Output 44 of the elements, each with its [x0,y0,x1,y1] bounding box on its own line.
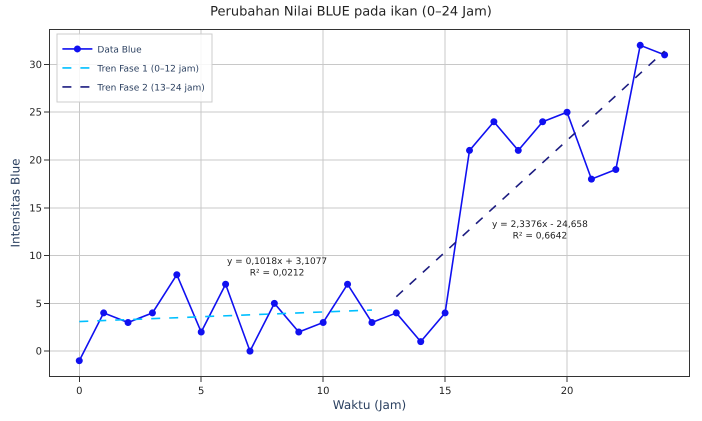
y-tick-label: 30 [29,60,42,71]
point [344,280,352,288]
point [295,328,302,336]
point [76,357,83,364]
y-tick-label: 25 [29,108,42,119]
point [270,300,278,307]
point [514,146,522,154]
point [564,108,571,116]
annotation: y = 0,1018x + 3,1077 R² = 0,0212 [227,257,328,279]
chart-title: Perubahan Nilai BLUE pada ikan (0–24 Jam) [210,4,492,20]
point [392,309,400,316]
point [636,42,644,49]
point [588,176,595,183]
y-tick-label: 20 [29,155,42,166]
y-tick-label: 5 [36,298,42,310]
point [490,118,498,126]
x-tick-label: 20 [560,386,574,397]
point [246,348,254,355]
x-axis-title: Waktu (Jam) [332,398,406,412]
point [368,318,376,326]
x-tick-label: 5 [198,386,204,397]
annotation: y = 2,3376x - 24,658 R² = 0,6642 [492,220,588,242]
y-axis-title: Intensitas Blue [8,158,23,248]
point [124,318,132,326]
legend-label: Tren Fase 2 (13–24 jam) [96,83,205,94]
point [539,118,546,126]
y-tick-label: 0 [36,346,42,358]
point [612,166,620,174]
y-tick-label: 10 [29,251,42,262]
legend-label: Data Blue [97,45,142,56]
point [100,309,108,316]
x-tick-label: 15 [438,386,452,397]
point [466,146,473,154]
x-tick-label: 10 [316,386,330,397]
point [442,309,449,316]
legend-label: Tren Fase 1 (0–12 jam) [96,64,200,74]
point [173,271,180,278]
point [222,280,230,288]
point [198,328,205,336]
x-tick-label: 0 [76,386,82,397]
point [320,318,327,326]
point [417,338,424,346]
point [148,309,156,316]
y-tick-label: 15 [29,203,42,214]
